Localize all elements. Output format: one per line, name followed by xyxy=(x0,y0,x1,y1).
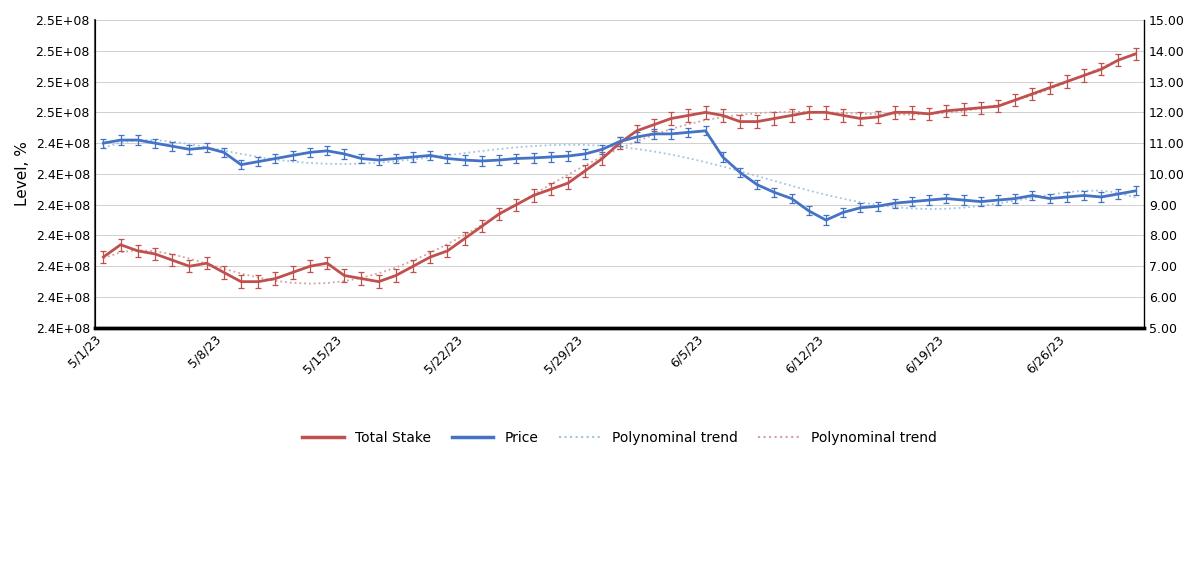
Legend: Total Stake, Price, Polynominal trend, Polynominal trend: Total Stake, Price, Polynominal trend, P… xyxy=(296,425,943,450)
Y-axis label: Level, %: Level, % xyxy=(14,141,30,207)
